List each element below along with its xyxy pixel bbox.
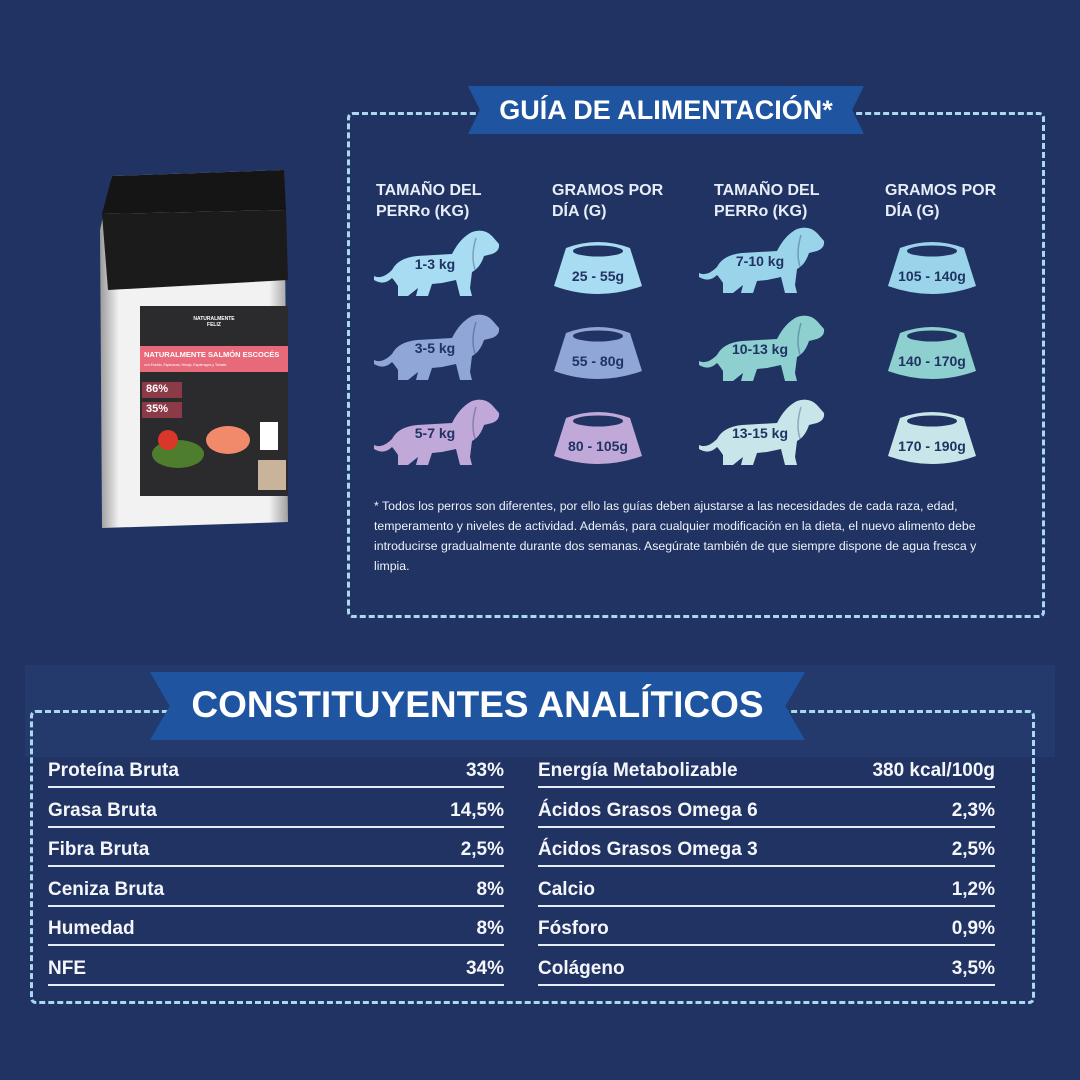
nutrient-label: Colágeno	[538, 958, 625, 979]
food-bowl-icon: 55 - 80g	[552, 325, 644, 383]
nutrient-value: 34%	[465, 958, 504, 979]
nutrient-row: Ácidos Grasos Omega 3 2,5%	[538, 827, 995, 868]
nutrient-label: Ácidos Grasos Omega 6	[538, 799, 758, 821]
dog-weight-label: 3-5 kg	[414, 340, 456, 356]
grams-label: 80 - 105g	[568, 438, 628, 454]
nutrient-value: 33%	[465, 760, 504, 781]
nutrient-label: Fósforo	[538, 918, 609, 940]
column-header-dog-size: TAMAÑO DEL PERRo (KG)	[714, 182, 820, 220]
nutrient-label: Fibra Bruta	[48, 839, 150, 861]
nutrient-row: Energía Metabolizable 380 kcal/100g	[538, 748, 995, 788]
nutrient-value: 0,9%	[951, 918, 995, 940]
nutrient-label: NFE	[48, 958, 86, 979]
food-bowl-icon: 105 - 140g	[886, 240, 978, 298]
column-header-grams: GRAMOS POR DÍA (G)	[552, 182, 664, 220]
nutrient-value: 3,5%	[951, 958, 995, 979]
nutrient-value: 2,3%	[951, 799, 995, 821]
salmon-stat: 35%	[146, 403, 169, 415]
dog-weight-label: 10-13 kg	[731, 341, 789, 357]
nutrient-row: Proteína Bruta 33%	[48, 748, 504, 788]
feeding-guide-title: GUÍA DE ALIMENTACIÓN*	[468, 86, 864, 134]
nutrient-row: Fibra Bruta 2,5%	[48, 827, 504, 868]
dog-weight-label: 1-3 kg	[414, 256, 456, 272]
dog-silhouette-icon: 7-10 kg	[697, 225, 827, 295]
protein-stat: 86%	[146, 383, 169, 395]
feeding-guide-note: * Todos los perros son diferentes, por e…	[374, 499, 977, 573]
food-bowl-icon: 170 - 190g	[886, 410, 978, 468]
nutrient-row: Fósforo 0,9%	[538, 906, 995, 947]
grams-label: 55 - 80g	[571, 353, 625, 369]
grams-label: 25 - 55g	[571, 268, 625, 284]
food-bowl-icon: 80 - 105g	[552, 410, 644, 468]
nutrient-value: 8%	[476, 878, 504, 900]
dog-weight-label: 7-10 kg	[735, 253, 785, 269]
brand-logo: NATURALMENTE FELIZ	[193, 316, 235, 328]
nutrient-row: Humedad 8%	[48, 906, 504, 947]
nutrient-row: Colágeno 3,5%	[538, 946, 995, 986]
nutrient-value: 1,2%	[951, 878, 995, 900]
nutrient-label: Grasa Bruta	[48, 799, 157, 821]
product-name: NATURALMENTE SALMÓN ESCOCÉS	[144, 350, 280, 359]
nutrient-label: Calcio	[538, 878, 596, 900]
nutrient-row: NFE 34%	[48, 946, 504, 986]
dog-silhouette-icon: 10-13 kg	[697, 313, 827, 383]
product-subtitle: con Eneldo, Espinacas, Hinojo, Espárrago…	[144, 363, 227, 367]
analytical-title: CONSTITUYENTES ANALÍTICOS	[150, 672, 805, 740]
food-bowl-icon: 140 - 170g	[886, 325, 978, 383]
dog-silhouette-icon: 3-5 kg	[372, 312, 502, 382]
nutrient-value: 2,5%	[951, 839, 995, 861]
nutrient-row: Ceniza Bruta 8%	[48, 867, 504, 907]
nutrient-value: 8%	[476, 918, 504, 940]
dog-weight-label: 5-7 kg	[414, 425, 456, 441]
nutrient-row: Grasa Bruta 14,5%	[48, 788, 504, 828]
nutrient-row: Ácidos Grasos Omega 6 2,3%	[538, 788, 995, 828]
product-bag-image: NATURALMENTE FELIZ NATURALMENTE SALMÓN E…	[98, 170, 290, 528]
dog-silhouette-icon: 1-3 kg	[372, 228, 502, 298]
nutrient-label: Ceniza Bruta	[48, 878, 165, 900]
nutrient-value: 14,5%	[450, 799, 504, 821]
nutrient-value: 2,5%	[460, 839, 504, 861]
food-bowl-icon: 25 - 55g	[552, 240, 644, 298]
dog-weight-label: 13-15 kg	[731, 425, 789, 441]
nutrient-row: Calcio 1,2%	[538, 867, 995, 907]
nutrient-label: Humedad	[48, 918, 135, 940]
grams-label: 105 - 140g	[898, 268, 966, 284]
dog-silhouette-icon: 13-15 kg	[697, 397, 827, 467]
nutrient-value: 380 kcal/100g	[872, 760, 995, 781]
nutrient-label: Ácidos Grasos Omega 3	[538, 839, 758, 861]
dog-silhouette-icon: 5-7 kg	[372, 397, 502, 467]
column-header-grams: GRAMOS POR DÍA (G)	[885, 182, 997, 220]
nutrient-label: Energía Metabolizable	[538, 760, 738, 781]
column-header-dog-size: TAMAÑO DEL PERRo (KG)	[376, 182, 482, 220]
grams-label: 170 - 190g	[898, 438, 966, 454]
grams-label: 140 - 170g	[898, 353, 966, 369]
nutrient-label: Proteína Bruta	[48, 760, 179, 781]
